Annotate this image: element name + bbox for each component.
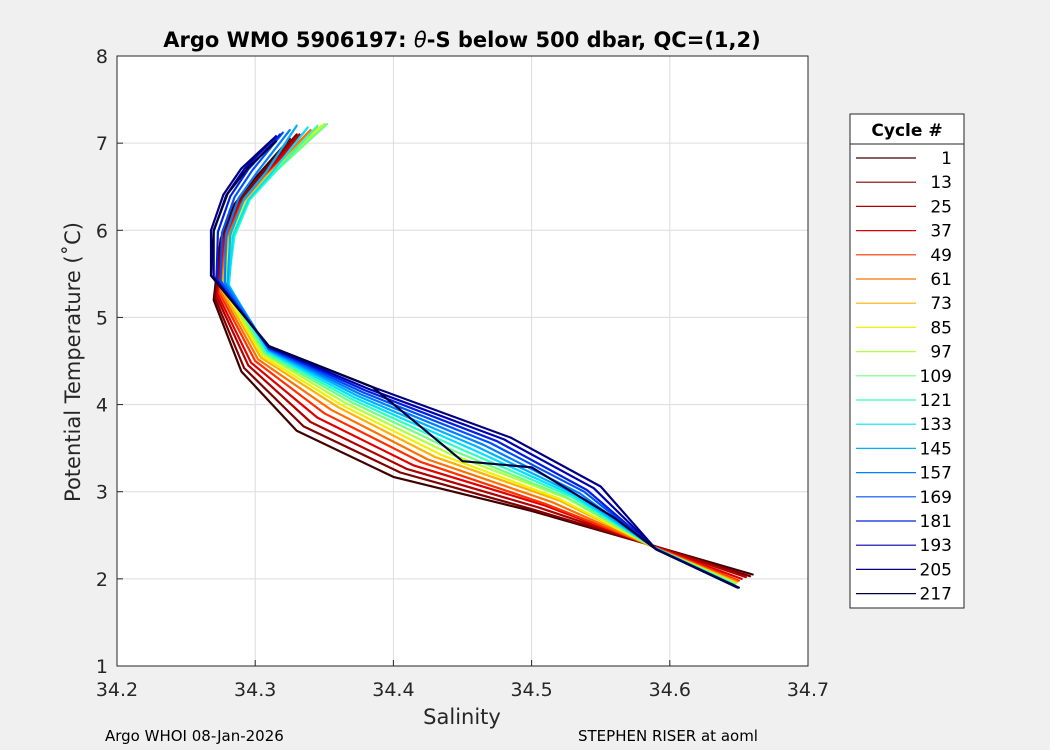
y-tick-labels: 1 2 3 4 5 6 7 8 [96,46,108,678]
y-tick-label: 8 [96,46,108,68]
plot-area [117,56,808,666]
y-tick-label: 2 [96,569,108,591]
legend-entry-label: 145 [920,439,952,459]
chart-title: Argo WMO 5906197: θ-S below 500 dbar, QC… [163,28,760,52]
x-tick-label: 34.7 [787,679,829,701]
legend-entry-label: 193 [920,536,952,556]
legend-entry-label: 85 [930,318,952,338]
legend-entry-label: 73 [930,294,952,314]
grid [116,55,809,667]
y-tick-label: 6 [96,220,108,242]
y-tick-label: 7 [96,133,108,155]
legend-entry-label: 169 [920,488,952,508]
legend-entry-label: 1 [941,149,952,169]
y-axis-label: Potential Temperature (˚C) [61,222,85,502]
legend-entry-label: 205 [920,560,952,580]
legend-entry-label: 13 [930,173,952,193]
legend-entry-label: 97 [930,343,952,363]
footer-left: Argo WHOI 08-Jan-2026 [105,727,284,745]
legend-entry-label: 37 [930,222,952,242]
legend: Cycle # 1 13 25 37 49 61 73 85 97 109 121 133 145 157… [849,113,965,609]
x-tick-label: 34.3 [234,679,276,701]
series-line-cycle-121 [226,124,735,586]
series-line-cycle-133 [227,126,735,587]
x-tick-label: 34.6 [649,679,691,701]
x-tick-label: 34.5 [510,679,552,701]
legend-entry-label: 109 [920,367,952,387]
y-tick-label: 3 [96,482,108,504]
series-group [209,122,754,589]
x-tick-labels: 34.2 34.3 34.4 34.5 34.6 34.7 [96,679,829,701]
legend-title: Cycle # [871,121,942,141]
legend-entry-label: 121 [920,391,952,411]
x-axis-label: Salinity [423,705,501,729]
series-line-cycle-13 [214,133,752,578]
legend-entry-label: 181 [920,512,952,532]
legend-entry-label: 49 [930,246,952,266]
series-line-cycle-217 [209,140,741,589]
legend-entry-label: 133 [920,415,952,435]
x-tick-label: 34.4 [372,679,414,701]
legend-box [849,113,965,609]
legend-entry-label: 25 [930,197,952,217]
legend-entry-label: 61 [930,270,952,290]
footer-right: STEPHEN RISER at aoml [578,727,758,745]
plot-frame [116,55,809,667]
x-tick-label: 34.2 [96,679,138,701]
y-tick-label: 5 [96,307,108,329]
y-tick-label: 4 [96,395,108,417]
y-tick-label: 1 [96,656,108,678]
legend-entry-label: 157 [920,464,952,484]
legend-entry-label: 217 [920,585,952,605]
legend-entries: 1 13 25 37 49 61 73 85 97 109 121 133 145 157 169 181 19… [856,149,952,605]
